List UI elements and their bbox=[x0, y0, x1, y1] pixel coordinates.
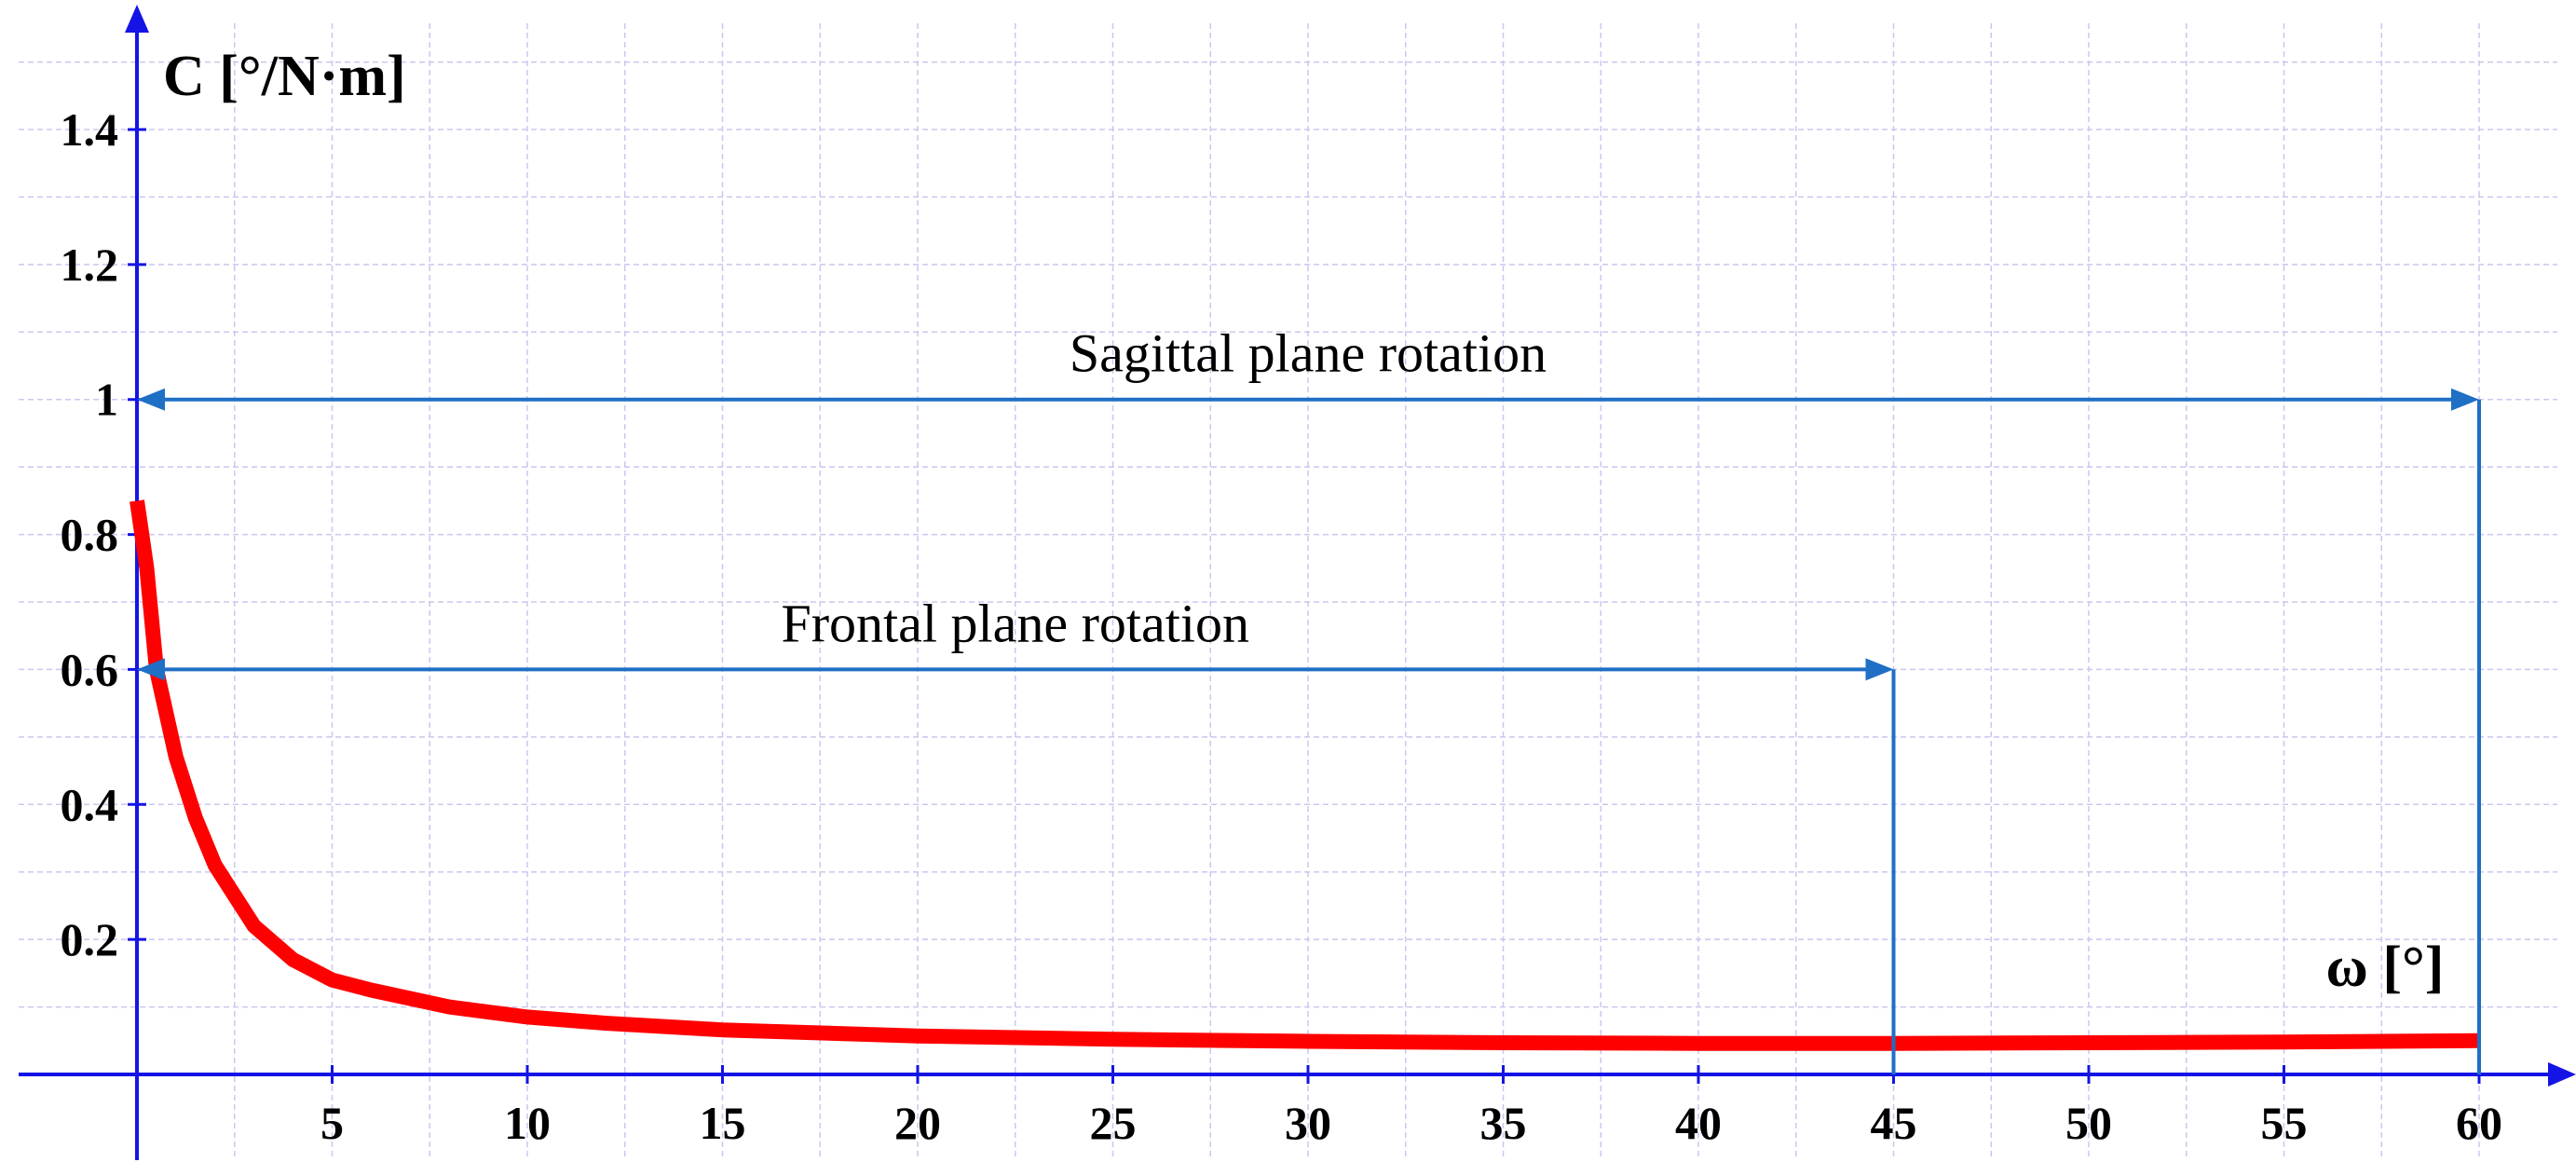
frontal-range-arrow: Frontal plane rotation bbox=[137, 593, 1896, 1074]
sagittal-label: Sagittal plane rotation bbox=[1070, 323, 1547, 384]
y-axis-arrowhead bbox=[125, 5, 149, 33]
y-tick-label: 1.4 bbox=[61, 103, 119, 156]
x-tick-label: 35 bbox=[1480, 1097, 1527, 1149]
x-tick-label: 10 bbox=[504, 1097, 551, 1149]
y-tick-label: 0.2 bbox=[61, 913, 119, 965]
y-tick-label: 0.6 bbox=[61, 643, 119, 695]
axes bbox=[19, 5, 2576, 1160]
x-tick-label: 45 bbox=[1871, 1097, 1917, 1149]
frontal-arrowhead-left bbox=[137, 658, 165, 681]
y-tick-label: 1 bbox=[95, 374, 118, 426]
sagittal-range-arrow: Sagittal plane rotation bbox=[137, 323, 2481, 1074]
x-tick-label: 25 bbox=[1090, 1097, 1137, 1149]
x-tick-label: 30 bbox=[1285, 1097, 1331, 1149]
x-tick-label: 20 bbox=[894, 1097, 941, 1149]
x-tick-label: 55 bbox=[2261, 1097, 2308, 1149]
x-tick-label: 50 bbox=[2065, 1097, 2112, 1149]
series-line bbox=[129, 499, 2480, 1051]
x-axis-label: ω [°] bbox=[2326, 936, 2445, 999]
ticks: 5 10 15 20 25 30 35 40 45 50 55 60 0.2 0.4 0.6 0.8 1 1.2 1… bbox=[61, 103, 2503, 1149]
y-tick-label: 0.8 bbox=[61, 509, 119, 561]
sagittal-arrowhead-left bbox=[137, 388, 165, 411]
x-axis-arrowhead bbox=[2548, 1062, 2576, 1087]
frontal-label: Frontal plane rotation bbox=[781, 593, 1249, 653]
curve bbox=[129, 499, 2480, 1051]
x-tick-label: 60 bbox=[2456, 1097, 2502, 1149]
x-tick-label: 40 bbox=[1675, 1097, 1722, 1149]
annotations: Sagittal plane rotation Frontal plane rot… bbox=[137, 323, 2481, 1074]
y-tick-label: 0.4 bbox=[61, 778, 119, 830]
x-tick-label: 15 bbox=[700, 1097, 746, 1149]
sagittal-arrowhead-right bbox=[2451, 388, 2479, 411]
frontal-arrowhead-right bbox=[1865, 658, 1894, 681]
x-tick-label: 5 bbox=[320, 1097, 344, 1149]
y-tick-label: 1.2 bbox=[61, 239, 119, 291]
grid bbox=[19, 23, 2557, 1160]
y-axis-label: C [°/N·m] bbox=[163, 45, 406, 108]
